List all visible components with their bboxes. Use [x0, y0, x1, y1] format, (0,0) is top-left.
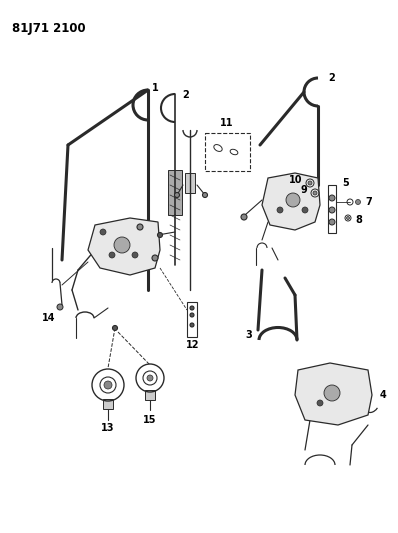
Circle shape [57, 304, 63, 310]
Text: 1: 1 [152, 83, 158, 93]
Bar [145, 390, 155, 400]
Circle shape [324, 385, 340, 401]
Circle shape [286, 193, 300, 207]
Bar [103, 399, 113, 409]
Circle shape [113, 326, 117, 330]
Circle shape [317, 400, 323, 406]
Text: 9: 9 [300, 185, 307, 195]
Text: 7: 7 [365, 197, 372, 207]
Bar [185, 173, 195, 193]
Bar [205, 133, 250, 171]
Polygon shape [262, 173, 320, 230]
Circle shape [114, 237, 130, 253]
Polygon shape [295, 363, 372, 425]
Circle shape [190, 306, 194, 310]
Circle shape [302, 207, 308, 213]
Text: 12: 12 [186, 340, 200, 350]
Circle shape [329, 195, 335, 201]
Text: 15: 15 [143, 415, 157, 425]
Text: 5: 5 [342, 178, 349, 188]
Circle shape [241, 214, 247, 220]
Circle shape [174, 192, 179, 198]
Text: 81J71 2100: 81J71 2100 [12, 22, 86, 35]
Circle shape [203, 192, 207, 198]
Circle shape [137, 224, 143, 230]
Circle shape [109, 252, 115, 258]
Polygon shape [88, 218, 160, 275]
Text: 10: 10 [289, 175, 302, 185]
Text: 4: 4 [380, 390, 387, 400]
Circle shape [355, 199, 361, 205]
Text: 11: 11 [220, 118, 234, 128]
Text: 13: 13 [101, 423, 115, 433]
Circle shape [308, 181, 312, 185]
Circle shape [277, 207, 283, 213]
Circle shape [329, 207, 335, 213]
Circle shape [147, 375, 153, 381]
Bar [328, 185, 336, 233]
Circle shape [132, 252, 138, 258]
Circle shape [329, 219, 335, 225]
Bar [187, 302, 197, 337]
Circle shape [104, 381, 112, 389]
Text: 3: 3 [245, 330, 252, 340]
Circle shape [347, 216, 349, 220]
Circle shape [313, 191, 317, 195]
Circle shape [190, 313, 194, 317]
Circle shape [152, 255, 158, 261]
Text: 14: 14 [42, 313, 55, 323]
Circle shape [100, 229, 106, 235]
Text: 2: 2 [182, 90, 189, 100]
Text: 8: 8 [355, 215, 362, 225]
Circle shape [190, 323, 194, 327]
Circle shape [158, 232, 162, 238]
Bar [168, 170, 182, 215]
Text: 2: 2 [328, 73, 335, 83]
